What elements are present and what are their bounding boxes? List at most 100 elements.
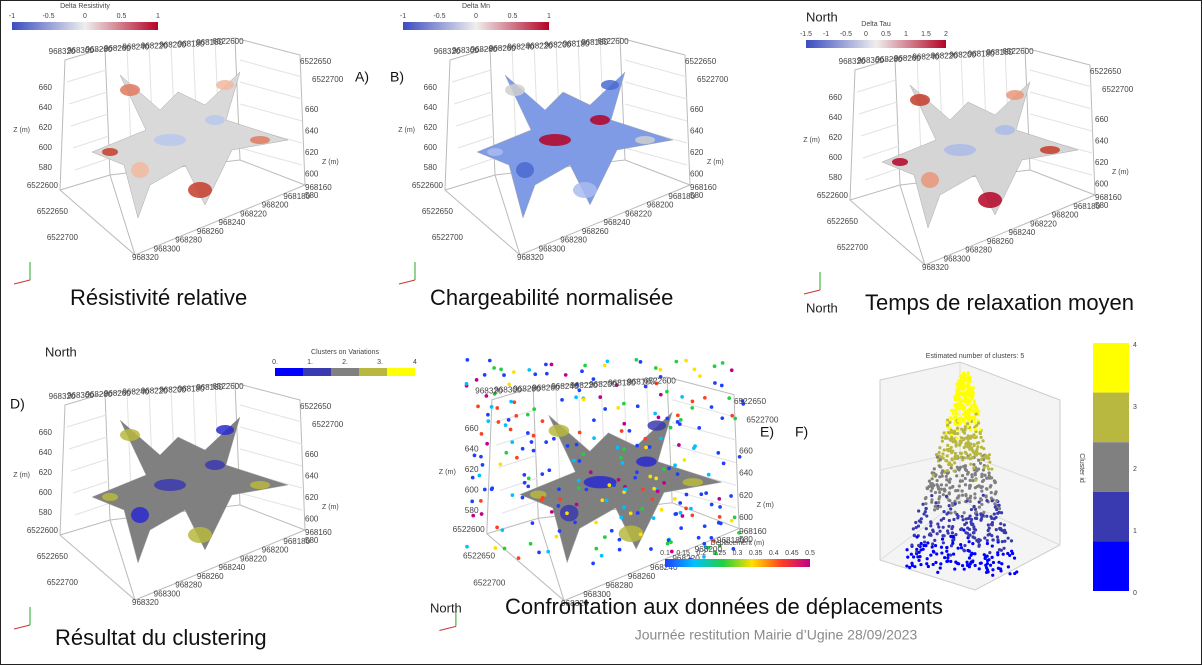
displacement-point [515,456,519,460]
colorbar-tick: 0.5 [881,31,891,38]
displacement-point [566,444,570,448]
axis-tick-label: 620 [424,123,438,132]
scatter-point [938,530,941,533]
scatter-point [959,543,962,546]
displacement-point [612,483,616,487]
displacement-point [669,426,673,430]
axis-tick-label: 968220 [240,209,267,218]
scatter-point [956,391,959,394]
scatter-point [931,528,934,531]
scatter-point [948,504,951,507]
scatter-point [948,449,951,452]
colorbar-tick: 0.15 [676,550,690,557]
displacement-point [648,445,652,449]
surface-patch [683,478,704,486]
scatter-point [913,565,916,568]
scatter-point [951,525,954,528]
axis-tick-label: 6522650 [300,402,332,411]
displacement-point [556,504,560,508]
grid-line [71,114,108,126]
axis-tick-label: 6522700 [432,233,464,242]
displacement-point [550,363,554,367]
scatter-point [964,443,967,446]
surface-patch [635,136,655,144]
scatter-point [995,499,998,502]
orientation-axis [399,280,415,284]
scatter-point [1000,511,1003,514]
displacement-point [492,366,496,370]
colorbar-tick: -1.5 [800,31,812,38]
axes-edge [487,518,539,533]
scatter-point [954,561,957,564]
displacement-point [681,514,685,518]
scatter-point [960,436,963,439]
axis-tick-label: 600 [39,488,53,497]
scatter-point [959,479,962,482]
displacement-point [677,443,681,447]
scatter-point [986,465,989,468]
scatter-point [993,517,996,520]
axis-tick-label: 6522700 [697,75,729,84]
panel-label: B) [390,69,404,85]
axis-tick-label: 968300 [154,589,181,598]
colorbar-title: Delta Tau [861,21,891,28]
displacement-point [622,422,626,426]
displacement-point [710,405,714,409]
displacement-point [512,400,516,404]
displacement-point [665,417,669,421]
scatter-point [950,544,953,547]
displacement-point [493,546,497,550]
displacement-point [616,446,620,450]
axis-tick-label: 660 [1095,115,1109,124]
axis-tick-label: 6522650 [463,552,495,561]
scatter-point [952,538,955,541]
scatter-point [924,502,927,505]
grid-line [240,427,302,444]
scatter-point [930,501,933,504]
surface-patch [120,429,140,441]
scatter-point [982,511,985,514]
scatter-point [914,521,917,524]
scatter-point [1013,557,1016,560]
surface-patch [102,493,118,501]
scene-3d: 9683209683009682809682609682409682209682… [803,47,1133,294]
scatter-point [996,553,999,556]
scatter-point [979,462,982,465]
axis-tick-label: 600 [305,515,319,524]
axis-tick-label: 640 [305,472,319,481]
scatter-point [917,559,920,562]
scatter-point [964,468,967,471]
scatter-point [988,460,991,463]
scatter-point [934,544,937,547]
displacement-point [730,519,734,523]
displacement-point [680,395,684,399]
footer: Journée restitution Mairie d’Ugine 28/09… [635,627,918,643]
scatter-point [955,474,958,477]
scatter-point [963,407,966,410]
north-label: North [806,300,838,315]
scatter-point [972,463,975,466]
scatter-point [988,471,991,474]
scatter-point [985,515,988,518]
axis-tick-label: 580 [829,173,843,182]
scatter-point [989,564,992,567]
axis-tick-label: 968260 [197,227,224,236]
scatter-point [968,419,971,422]
displacement-point [636,511,640,515]
scatter-point [934,505,937,508]
axis-title: Z (m) [322,504,339,511]
axis-tick-label: 620 [465,465,479,474]
axis-tick-label: 640 [424,103,438,112]
scatter-point [942,541,945,544]
grid-line [625,60,687,77]
axis-tick-label: 6522650 [685,57,717,66]
scatter-point [917,544,920,547]
displacement-point [552,437,556,441]
scatter-point [933,539,936,542]
displacement-point [697,426,701,430]
surface-patch [573,182,597,198]
surface-patch [584,476,617,488]
scatter-point [984,555,987,558]
colorbar [403,22,549,30]
scatter-point [926,541,929,544]
